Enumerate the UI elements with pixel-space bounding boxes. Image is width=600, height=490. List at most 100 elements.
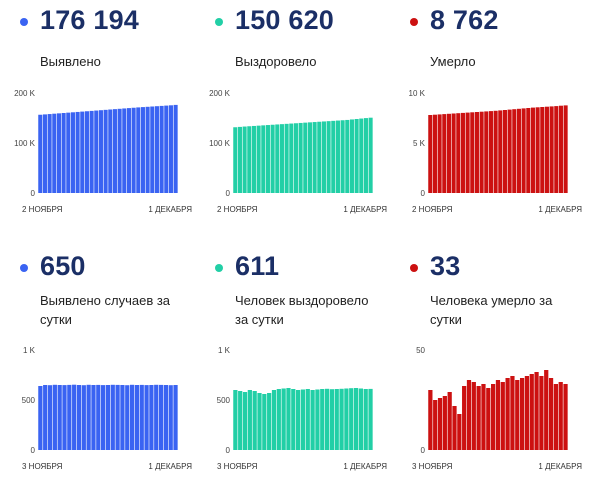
- bar: [359, 118, 364, 193]
- bar: [168, 385, 173, 450]
- bar: [276, 389, 281, 450]
- stat-label: Человек выздоровело за сутки: [235, 293, 369, 327]
- x-start-label: 3 НОЯБРЯ: [217, 462, 258, 471]
- stat-panel-5: 611 Человек выздоровело за сутки 0 500 1 K 3 …: [215, 248, 405, 478]
- bar: [442, 114, 447, 193]
- bar: [540, 107, 545, 193]
- bar: [80, 111, 85, 193]
- bar: [495, 380, 501, 450]
- bar: [233, 390, 238, 450]
- bar: [57, 385, 62, 450]
- bar: [479, 111, 484, 193]
- bar: [149, 385, 154, 450]
- bar: [321, 121, 326, 193]
- y-tick-label: 0: [421, 446, 426, 455]
- bar: [281, 388, 286, 450]
- x-end-label: 1 ДЕКАБРЯ: [148, 205, 192, 214]
- bar: [535, 107, 540, 193]
- bar: [329, 389, 335, 450]
- bar: [331, 120, 336, 193]
- bar: [349, 388, 354, 450]
- bar-chart: 0 500 1 K 3 НОЯБРЯ 1 ДЕКАБРЯ: [217, 346, 388, 471]
- stat-panel-2: 150 620 Выздоровело 0 100 K 200 K 2 НОЯБРЯ 1 Д…: [209, 0, 405, 230]
- x-end-label: 1 ДЕКАБРЯ: [538, 462, 582, 471]
- bar: [252, 391, 257, 450]
- bar: [134, 385, 140, 450]
- bar: [251, 125, 256, 193]
- bar: [289, 123, 294, 193]
- bar: [284, 123, 289, 193]
- x-end-label: 1 ДЕКАБРЯ: [343, 462, 387, 471]
- bar: [519, 378, 525, 450]
- bar: [466, 380, 472, 450]
- bar: [238, 391, 243, 450]
- bar: [363, 389, 368, 450]
- bar: [108, 109, 113, 193]
- bar: [491, 384, 496, 450]
- bar: [144, 385, 149, 450]
- y-tick-label: 500: [22, 396, 36, 405]
- bar: [432, 114, 437, 193]
- bar: [529, 374, 534, 450]
- bar: [94, 110, 99, 193]
- bar: [38, 114, 43, 193]
- bar: [89, 110, 94, 193]
- bar: [38, 386, 43, 450]
- y-tick-label: 1 K: [23, 346, 36, 355]
- bar: [76, 385, 82, 450]
- bar: [456, 113, 461, 193]
- bar: [465, 112, 470, 193]
- bar: [98, 110, 103, 193]
- bar: [502, 110, 507, 193]
- bar: [334, 389, 339, 450]
- bar: [563, 105, 568, 193]
- y-tick-label: 100 K: [209, 139, 231, 148]
- bar: [516, 108, 521, 193]
- bar: [442, 396, 447, 450]
- x-start-label: 2 НОЯБРЯ: [217, 205, 258, 214]
- y-tick-label: 1 K: [218, 346, 231, 355]
- bar: [257, 393, 262, 450]
- series-color-dot: [410, 18, 418, 26]
- y-tick-label: 0: [31, 189, 36, 198]
- bar: [247, 126, 252, 193]
- bar: [460, 112, 465, 193]
- bar: [339, 388, 344, 450]
- bar: [163, 385, 168, 450]
- bar-chart: 0 5 K 10 K 2 НОЯБРЯ 1 ДЕКАБРЯ: [409, 89, 583, 214]
- bar: [340, 120, 345, 193]
- bar: [125, 385, 130, 450]
- bar: [261, 125, 266, 193]
- x-start-label: 3 НОЯБРЯ: [412, 462, 453, 471]
- bar: [446, 113, 451, 193]
- bar: [286, 388, 291, 450]
- bar: [345, 119, 350, 193]
- bar: [486, 388, 491, 450]
- bar: [256, 125, 261, 193]
- bar: [558, 105, 563, 193]
- bar: [554, 106, 559, 193]
- bar: [136, 107, 141, 193]
- y-tick-label: 200 K: [14, 89, 36, 98]
- bar-chart: 0 100 K 200 K 2 НОЯБРЯ 1 ДЕКАБРЯ: [209, 89, 387, 214]
- x-end-label: 1 ДЕКАБРЯ: [538, 205, 582, 214]
- bar: [307, 122, 312, 193]
- bar: [315, 389, 320, 450]
- bar: [512, 109, 517, 193]
- bar: [452, 406, 457, 450]
- bar: [84, 111, 89, 193]
- bar: [317, 121, 322, 193]
- bar: [500, 382, 505, 450]
- x-start-label: 2 НОЯБРЯ: [22, 205, 63, 214]
- bar: [558, 382, 563, 450]
- bar: [368, 388, 373, 450]
- stat-label: Выздоровело: [235, 54, 317, 69]
- bar: [70, 112, 75, 193]
- series-color-dot: [410, 264, 418, 272]
- bar: [335, 120, 340, 193]
- stat-label: Выявлено: [40, 54, 101, 69]
- bar-chart: 0 500 1 K 3 НОЯБРЯ 1 ДЕКАБРЯ: [22, 346, 193, 471]
- bar: [173, 385, 178, 450]
- bar: [428, 390, 433, 450]
- bar: [120, 385, 125, 450]
